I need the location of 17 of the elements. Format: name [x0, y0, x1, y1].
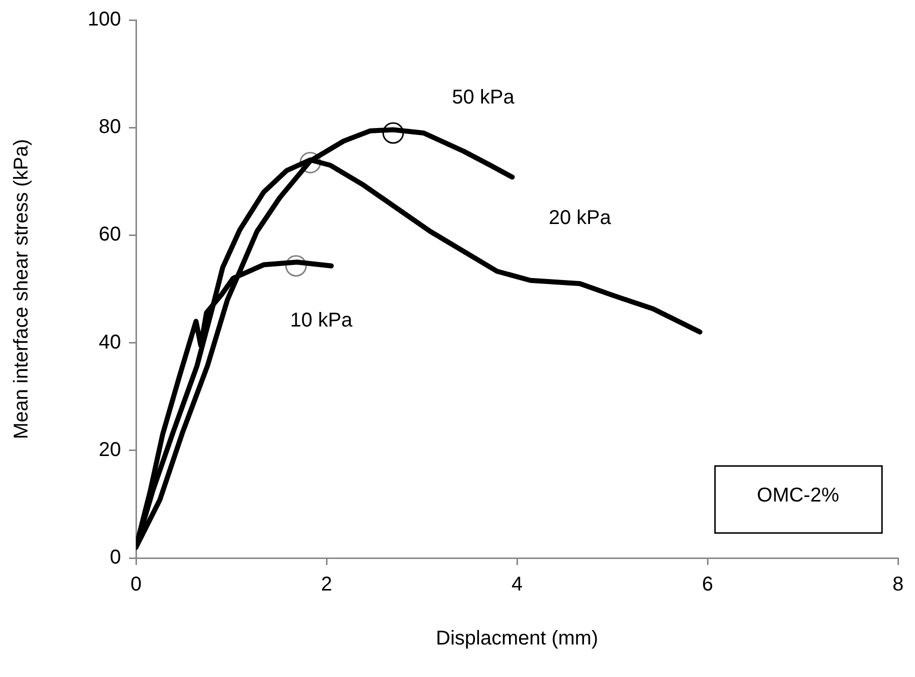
y-tick-label: 100 — [88, 8, 121, 31]
text: 20 kPa — [548, 207, 612, 230]
x-tick-label: 0 — [130, 574, 142, 596]
y-tick-label: 80 — [98, 116, 121, 138]
series-label: 50 kPa — [452, 86, 516, 108]
y-axis-title: Mean interface shear stress (kPa) — [10, 138, 33, 440]
y-tick-label: 0 — [110, 546, 121, 569]
text: 10 kPa — [290, 309, 354, 332]
x-tick-label: 4 — [511, 574, 523, 596]
y-tick-label: 40 — [98, 331, 121, 354]
y-tick-label: 20 — [98, 438, 121, 461]
x-axis-title: Displacment (mm) — [436, 628, 598, 650]
x-tick-label: 2 — [320, 574, 332, 596]
y-tick-label: 60 — [98, 224, 121, 246]
x-tick-label: 6 — [702, 574, 714, 596]
x-tick-label: 8 — [892, 574, 904, 596]
annotation: OMC-2% — [756, 484, 840, 507]
